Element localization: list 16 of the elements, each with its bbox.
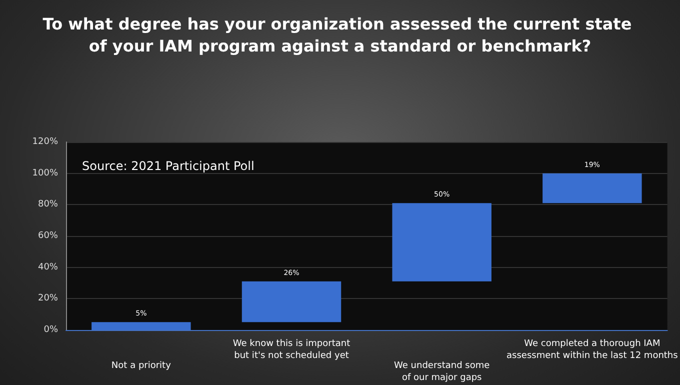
bar	[392, 203, 492, 282]
y-tick-label: 0%	[44, 325, 58, 335]
y-tick-label: 100%	[32, 168, 58, 178]
bar	[542, 173, 642, 204]
x-tick-label: We understand some of our major gaps	[394, 361, 490, 383]
x-tick-label: We completed a thorough IAM assessment within the last 12 months	[506, 339, 678, 361]
annotation: Source: 2021 Participant Poll	[82, 159, 254, 173]
x-tick-label: We know this is important but it's not scheduled yet	[232, 339, 351, 361]
y-tick-label: 60%	[38, 231, 58, 241]
bar	[242, 281, 342, 322]
x-tick-label: Not a priority	[111, 361, 172, 371]
y-tick-label: 20%	[38, 294, 58, 304]
y-tick-label: 80%	[38, 200, 58, 210]
y-tick-label: 40%	[38, 262, 58, 272]
y-tick-label: 120%	[32, 137, 58, 147]
chart-title: To what degree has your organization assessed the current state of your IAM program against a standard or benchmark?	[42, 14, 638, 56]
